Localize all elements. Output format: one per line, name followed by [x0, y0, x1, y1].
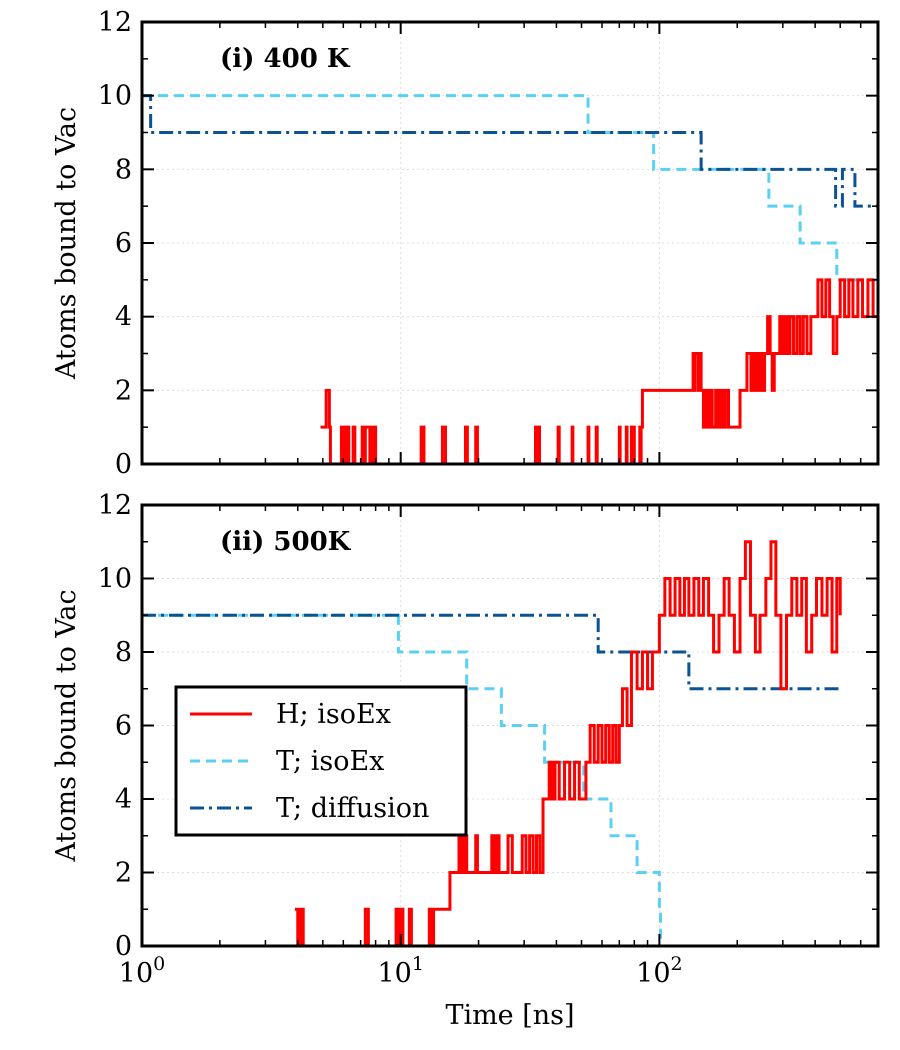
- y-tick-label: 6: [115, 228, 132, 259]
- legend-label: H; isoEx: [276, 699, 391, 730]
- panel-1: 0 2 4 6 8 10 12 (i) 400 K Atoms bound to Vac: [51, 7, 880, 480]
- series-line: [320, 278, 878, 464]
- y-tick-label: 8: [115, 154, 132, 185]
- y-tick-label: 0: [115, 449, 132, 480]
- plot-frame: [140, 503, 880, 948]
- series-group: [142, 540, 842, 946]
- series-line: [142, 613, 841, 691]
- series-group: [142, 94, 878, 464]
- y-tick-label: 12: [98, 7, 132, 38]
- x-tick-label: 101: [377, 953, 423, 989]
- y-tick-label: 4: [115, 302, 132, 333]
- y-tick-label: 10: [98, 81, 132, 112]
- plot-frame: [140, 20, 880, 466]
- series-line: [142, 94, 878, 282]
- y-tick-label: 0: [115, 931, 132, 962]
- y-tick-label: 12: [98, 490, 132, 521]
- y-axis-label: Atoms bound to Vac: [51, 107, 82, 380]
- series-line: [142, 94, 878, 208]
- series-line: [294, 540, 842, 946]
- legend-label: T; isoEx: [276, 746, 384, 777]
- series-line: [142, 613, 662, 946]
- y-tick-label: 8: [115, 637, 132, 668]
- y-tick-label: 4: [115, 784, 132, 815]
- x-tick-label: 102: [636, 953, 682, 989]
- x-tick-label: 100: [119, 953, 165, 989]
- legend: H; isoEx T; isoEx T; diffusion: [174, 685, 468, 837]
- panel-title: (i) 400 K: [220, 44, 351, 74]
- panel-2: 0 2 4 6 8 10 12 (ii) 500K Atoms bound to Vac: [51, 490, 880, 962]
- y-tick-label: 10: [98, 564, 132, 595]
- legend-label: T; diffusion: [276, 793, 429, 824]
- grid: [141, 21, 878, 465]
- y-axis-label: Atoms bound to Vac: [51, 589, 82, 862]
- y-tick-label: 2: [115, 858, 132, 889]
- x-axis-label: Time [ns]: [445, 1000, 574, 1031]
- panel-title: (ii) 500K: [220, 527, 352, 557]
- y-tick-label: 6: [115, 711, 132, 742]
- y-tick-label: 2: [115, 375, 132, 406]
